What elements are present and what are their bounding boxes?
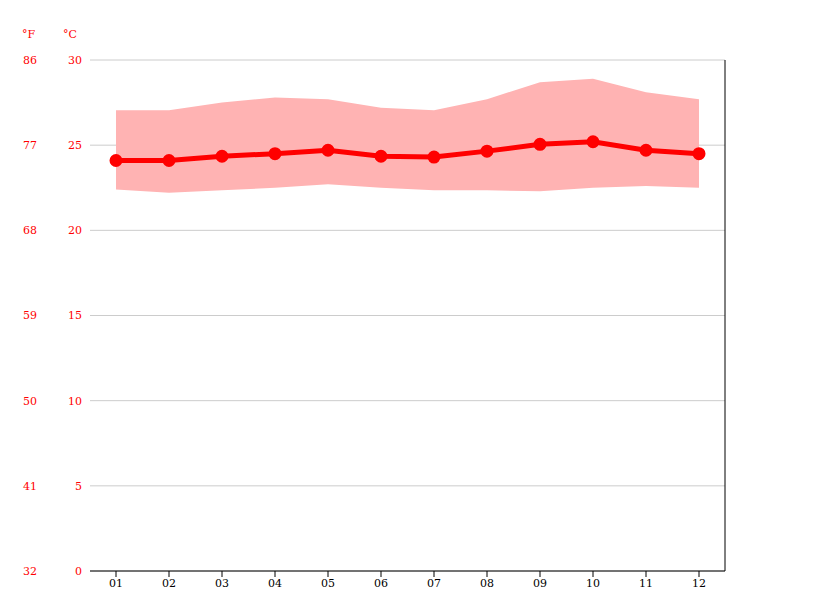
- svg-text:12: 12: [692, 577, 706, 590]
- svg-text:07: 07: [427, 577, 441, 590]
- svg-text:5: 5: [75, 480, 82, 493]
- svg-text:59: 59: [23, 309, 37, 322]
- svg-text:0: 0: [75, 565, 82, 578]
- svg-text:06: 06: [374, 577, 388, 590]
- svg-text:05: 05: [321, 577, 335, 590]
- svg-text:32: 32: [23, 565, 37, 578]
- svg-text:02: 02: [162, 577, 176, 590]
- svg-text:20: 20: [68, 224, 82, 237]
- html-text:°C: °C: [63, 28, 77, 41]
- svg-text:01: 01: [109, 577, 123, 590]
- svg-text:08: 08: [480, 577, 494, 590]
- html-text:°F: °F: [22, 28, 36, 41]
- svg-text:10: 10: [68, 395, 82, 408]
- svg-text:15: 15: [68, 309, 82, 322]
- svg-text:11: 11: [639, 577, 653, 590]
- svg-text:03: 03: [215, 577, 229, 590]
- svg-text:50: 50: [23, 395, 37, 408]
- svg-text:77: 77: [23, 139, 37, 152]
- svg-text:86: 86: [23, 54, 37, 67]
- svg-text:25: 25: [68, 139, 82, 152]
- svg-text:30: 30: [68, 54, 82, 67]
- svg-text:68: 68: [23, 224, 37, 237]
- svg-text:41: 41: [23, 480, 37, 493]
- svg-text:09: 09: [533, 577, 547, 590]
- svg-text:10: 10: [586, 577, 600, 590]
- svg-text:04: 04: [268, 577, 282, 590]
